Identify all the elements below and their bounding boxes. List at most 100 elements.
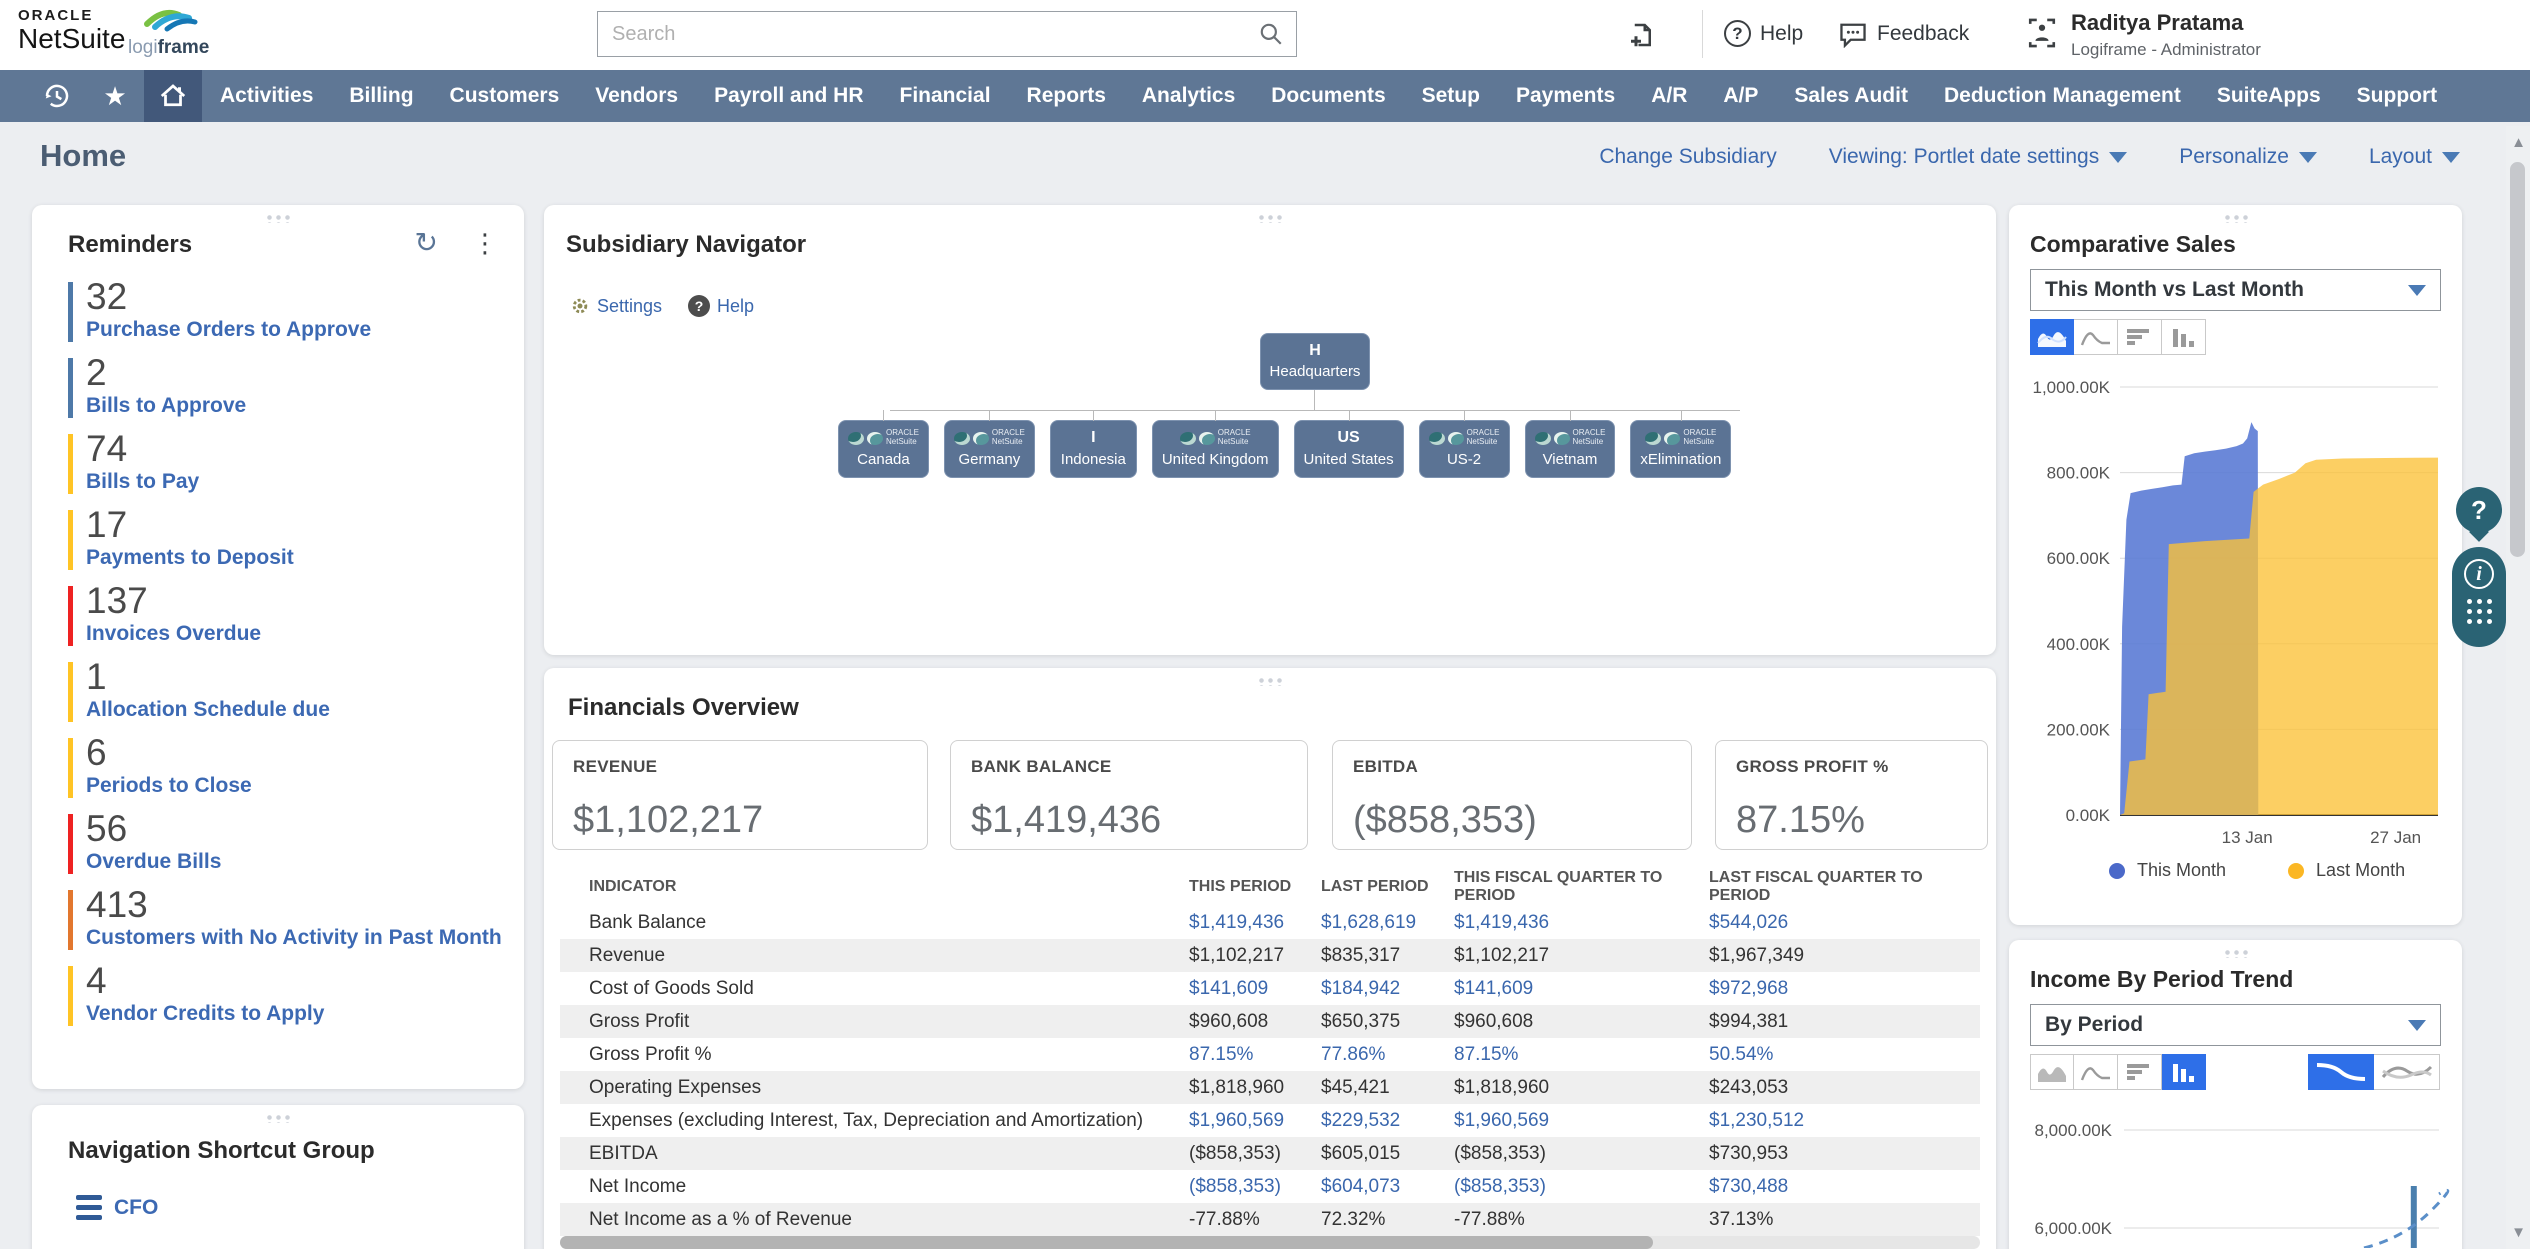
- reminder-bills-to-approve[interactable]: 2 Bills to Approve: [68, 353, 504, 429]
- org-node-united-states[interactable]: US United States: [1293, 410, 1404, 478]
- value-cell[interactable]: $1,419,436: [1454, 911, 1550, 933]
- value-cell[interactable]: $141,609: [1454, 977, 1534, 999]
- portlet-menu-icon[interactable]: ⋮: [472, 227, 498, 258]
- reminder-label[interactable]: Payments to Deposit: [86, 545, 294, 569]
- nav-item-suiteapps[interactable]: SuiteApps: [2216, 84, 2321, 107]
- org-node-headquarters[interactable]: H Headquarters: [1260, 333, 1370, 390]
- reminder-allocation-schedule-due[interactable]: 1 Allocation Schedule due: [68, 657, 504, 733]
- nav-item-analytics[interactable]: Analytics: [1141, 84, 1236, 107]
- org-node-vietnam[interactable]: ORACLE NetSuite Vietnam: [1524, 410, 1616, 478]
- logiframe-logo[interactable]: logiframe: [128, 6, 209, 59]
- nav-item-a-r[interactable]: A/R: [1651, 84, 1688, 107]
- portlet-drag-handle[interactable]: [1257, 214, 1283, 223]
- portlet-drag-handle[interactable]: [265, 214, 291, 223]
- value-cell[interactable]: $544,026: [1709, 911, 1789, 933]
- reminder-payments-to-deposit[interactable]: 17 Payments to Deposit: [68, 505, 504, 581]
- value-cell[interactable]: ($858,353): [1189, 1175, 1281, 1197]
- value-cell[interactable]: 87.15%: [1454, 1043, 1519, 1065]
- vertical-bar-chart-button[interactable]: [2162, 319, 2206, 355]
- nav-item-activities[interactable]: Activities: [220, 84, 314, 107]
- home-icon[interactable]: [144, 70, 202, 122]
- value-cell[interactable]: ($858,353): [1454, 1175, 1546, 1197]
- org-node-xelimination[interactable]: ORACLE NetSuite xElimination: [1630, 410, 1732, 478]
- nav-item-payroll-and-hr[interactable]: Payroll and HR: [714, 84, 864, 107]
- value-cell[interactable]: $1,960,569: [1189, 1109, 1285, 1131]
- personalize-menu[interactable]: Personalize: [2179, 145, 2317, 169]
- nav-item-payments[interactable]: Payments: [1515, 84, 1616, 107]
- nav-item-billing[interactable]: Billing: [349, 84, 414, 107]
- line-chart-button[interactable]: [2074, 319, 2118, 355]
- reminder-label[interactable]: Customers with No Activity in Past Month: [86, 925, 502, 949]
- info-toolbar[interactable]: i: [2452, 547, 2506, 647]
- user-menu[interactable]: Raditya Pratama Logiframe - Administrato…: [2025, 10, 2261, 60]
- value-cell[interactable]: $1,960,569: [1454, 1109, 1550, 1131]
- reminder-label[interactable]: Bills to Approve: [86, 393, 247, 417]
- value-cell[interactable]: $1,230,512: [1709, 1109, 1805, 1131]
- nav-item-sales-audit[interactable]: Sales Audit: [1794, 84, 1908, 107]
- value-cell[interactable]: $1,419,436: [1189, 911, 1285, 933]
- portlet-drag-handle[interactable]: [265, 1114, 291, 1123]
- reminder-label[interactable]: Periods to Close: [86, 773, 252, 797]
- value-cell[interactable]: $229,532: [1321, 1109, 1401, 1131]
- value-cell[interactable]: $604,073: [1321, 1175, 1401, 1197]
- value-cell[interactable]: 77.86%: [1321, 1043, 1386, 1065]
- reminder-label[interactable]: Overdue Bills: [86, 849, 222, 873]
- quick-add-icon[interactable]: [1622, 16, 1660, 54]
- area-chart-button[interactable]: [2030, 1054, 2074, 1090]
- legend-item-last-month[interactable]: Last Month: [2288, 860, 2405, 881]
- reminder-label[interactable]: Purchase Orders to Approve: [86, 317, 372, 341]
- reminder-overdue-bills[interactable]: 56 Overdue Bills: [68, 809, 504, 885]
- portlet-drag-handle[interactable]: [2222, 214, 2249, 223]
- nav-item-setup[interactable]: Setup: [1421, 84, 1480, 107]
- comparison-select[interactable]: This Month vs Last Month: [2030, 269, 2441, 311]
- reminder-label[interactable]: Allocation Schedule due: [86, 697, 330, 721]
- org-node-canada[interactable]: ORACLE NetSuite Canada: [838, 410, 929, 478]
- shortcut-item-cfo[interactable]: CFO: [76, 1195, 158, 1220]
- nav-item-vendors[interactable]: Vendors: [595, 84, 679, 107]
- reminder-bills-to-pay[interactable]: 74 Bills to Pay: [68, 429, 504, 505]
- reminder-label[interactable]: Vendor Credits to Apply: [86, 1001, 325, 1025]
- line-chart-button[interactable]: [2074, 1054, 2118, 1090]
- org-node-united-kingdom[interactable]: ORACLE NetSuite United Kingdom: [1151, 410, 1279, 478]
- value-cell[interactable]: $141,609: [1189, 977, 1269, 999]
- search-icon[interactable]: [1258, 21, 1284, 47]
- nav-item-a-p[interactable]: A/P: [1723, 84, 1759, 107]
- viewing-portlet-date-settings[interactable]: Viewing: Portlet date settings: [1829, 145, 2128, 169]
- scrollbar-thumb[interactable]: [560, 1236, 1654, 1249]
- value-cell[interactable]: $184,942: [1321, 977, 1401, 999]
- legend-item-this-month[interactable]: This Month: [2109, 860, 2226, 881]
- org-node-germany[interactable]: ORACLE NetSuite Germany: [943, 410, 1035, 478]
- help-button[interactable]: ? Help: [1724, 20, 1803, 47]
- reminder-purchase-orders-to-approve[interactable]: 32 Purchase Orders to Approve: [68, 277, 504, 353]
- reminder-label[interactable]: Invoices Overdue: [86, 621, 262, 645]
- shortcuts-star-icon[interactable]: ★: [103, 80, 127, 111]
- nav-item-customers[interactable]: Customers: [449, 84, 560, 107]
- org-node-indonesia[interactable]: I Indonesia: [1049, 410, 1137, 478]
- table-horizontal-scrollbar[interactable]: [560, 1236, 1980, 1249]
- layout-menu[interactable]: Layout: [2369, 145, 2460, 169]
- reminder-vendor-credits-to-apply[interactable]: 4 Vendor Credits to Apply: [68, 961, 504, 1037]
- settings-button[interactable]: Settings: [570, 296, 662, 317]
- scroll-down-icon[interactable]: ▼: [2511, 1224, 2526, 1241]
- reminder-label[interactable]: Bills to Pay: [86, 469, 200, 493]
- scroll-up-icon[interactable]: ▲: [2511, 134, 2526, 151]
- reminder-periods-to-close[interactable]: 6 Periods to Close: [68, 733, 504, 809]
- nav-item-deduction-management[interactable]: Deduction Management: [1943, 84, 2181, 107]
- reminder-invoices-overdue[interactable]: 137 Invoices Overdue: [68, 581, 504, 657]
- refresh-icon[interactable]: ↻: [414, 227, 438, 258]
- oracle-netsuite-logo[interactable]: ORACLE NetSuite: [18, 8, 125, 53]
- nav-item-reports[interactable]: Reports: [1026, 84, 1106, 107]
- horizontal-bar-chart-button[interactable]: [2118, 1054, 2162, 1090]
- value-cell[interactable]: 87.15%: [1189, 1043, 1254, 1065]
- search-input[interactable]: [598, 22, 1258, 46]
- trend-line-on-button[interactable]: [2308, 1054, 2374, 1090]
- horizontal-bar-chart-button[interactable]: [2118, 319, 2162, 355]
- help-pin-icon[interactable]: ?: [2456, 487, 2502, 533]
- portlet-help-button[interactable]: ? Help: [688, 295, 754, 317]
- nav-item-support[interactable]: Support: [2356, 84, 2438, 107]
- nav-item-documents[interactable]: Documents: [1271, 84, 1386, 107]
- change-subsidiary-link[interactable]: Change Subsidiary: [1599, 145, 1777, 168]
- reminder-customers-with-no-activity-in-past-month[interactable]: 413 Customers with No Activity in Past Mo…: [68, 885, 504, 961]
- feedback-button[interactable]: Feedback: [1838, 20, 1969, 48]
- period-select[interactable]: By Period: [2030, 1004, 2441, 1046]
